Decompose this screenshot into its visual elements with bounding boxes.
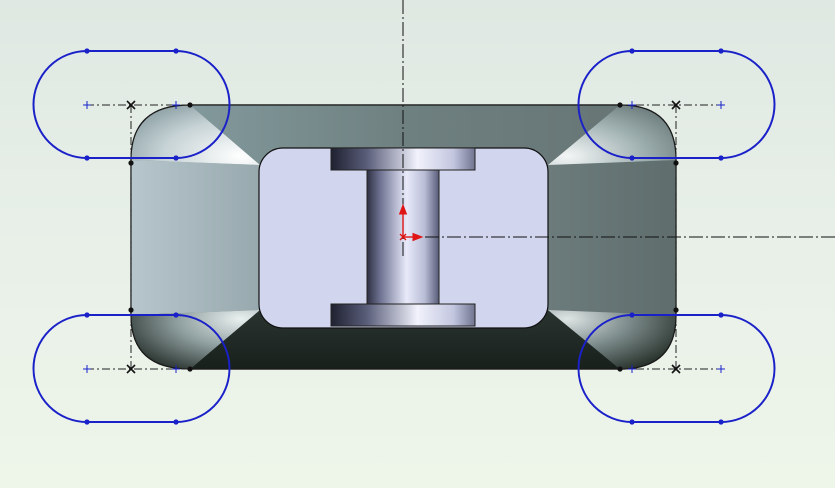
- origin-triad-icon[interactable]: [398, 203, 424, 242]
- spool-bottom-flange: [330, 303, 476, 327]
- corner-x-mark: [671, 100, 681, 110]
- slot-center-mark: [83, 101, 180, 109]
- part-left-bevel: [131, 160, 260, 315]
- vertex-point[interactable]: [128, 307, 134, 313]
- sketch-point-icon[interactable]: [629, 419, 635, 425]
- sketch-point-icon[interactable]: [718, 48, 724, 54]
- construction-corner-marks: [126, 100, 681, 374]
- slot-endpoints[interactable]: [84, 48, 724, 425]
- sketch-point-icon[interactable]: [84, 48, 90, 54]
- corner-x-mark: [126, 364, 136, 374]
- origin-y-arrowhead: [398, 203, 408, 215]
- sketch-point-icon[interactable]: [84, 155, 90, 161]
- vertex-point[interactable]: [673, 307, 679, 313]
- sketch-point-icon[interactable]: [173, 419, 179, 425]
- vertex-point[interactable]: [617, 102, 623, 108]
- sketch-point-icon[interactable]: [629, 155, 635, 161]
- sketch-point-icon[interactable]: [173, 312, 179, 318]
- sketch-point-icon[interactable]: [718, 155, 724, 161]
- sketch-point-icon[interactable]: [84, 419, 90, 425]
- part-corner-bottom-right: [548, 310, 676, 369]
- slot-center-marks: [83, 101, 725, 373]
- sketch-point-icon[interactable]: [84, 312, 90, 318]
- vertex-point[interactable]: [128, 160, 134, 166]
- corner-x-mark: [126, 100, 136, 110]
- vertex-point[interactable]: [673, 160, 679, 166]
- slot-center-mark: [628, 365, 725, 373]
- vertex-point[interactable]: [187, 366, 193, 372]
- sketch-point-icon[interactable]: [173, 48, 179, 54]
- sketch-point-icon[interactable]: [718, 419, 724, 425]
- part-outline: [130, 104, 677, 370]
- slot-center-mark: [83, 365, 180, 373]
- sketch-point-icon[interactable]: [173, 155, 179, 161]
- vertex-point[interactable]: [617, 366, 623, 372]
- part-corner-bottom-left: [131, 310, 260, 369]
- origin-x-arrowhead: [412, 232, 424, 242]
- construction-vertices[interactable]: [128, 102, 679, 372]
- sketch-point-icon[interactable]: [629, 312, 635, 318]
- sketch-point-icon[interactable]: [718, 312, 724, 318]
- corner-x-mark: [671, 364, 681, 374]
- part-corner-top-left: [131, 105, 260, 165]
- slot-center-mark: [628, 101, 725, 109]
- sketch-point-icon[interactable]: [629, 48, 635, 54]
- origin-point: [399, 233, 407, 241]
- vertex-point[interactable]: [187, 102, 193, 108]
- part-corner-top-right: [548, 105, 676, 165]
